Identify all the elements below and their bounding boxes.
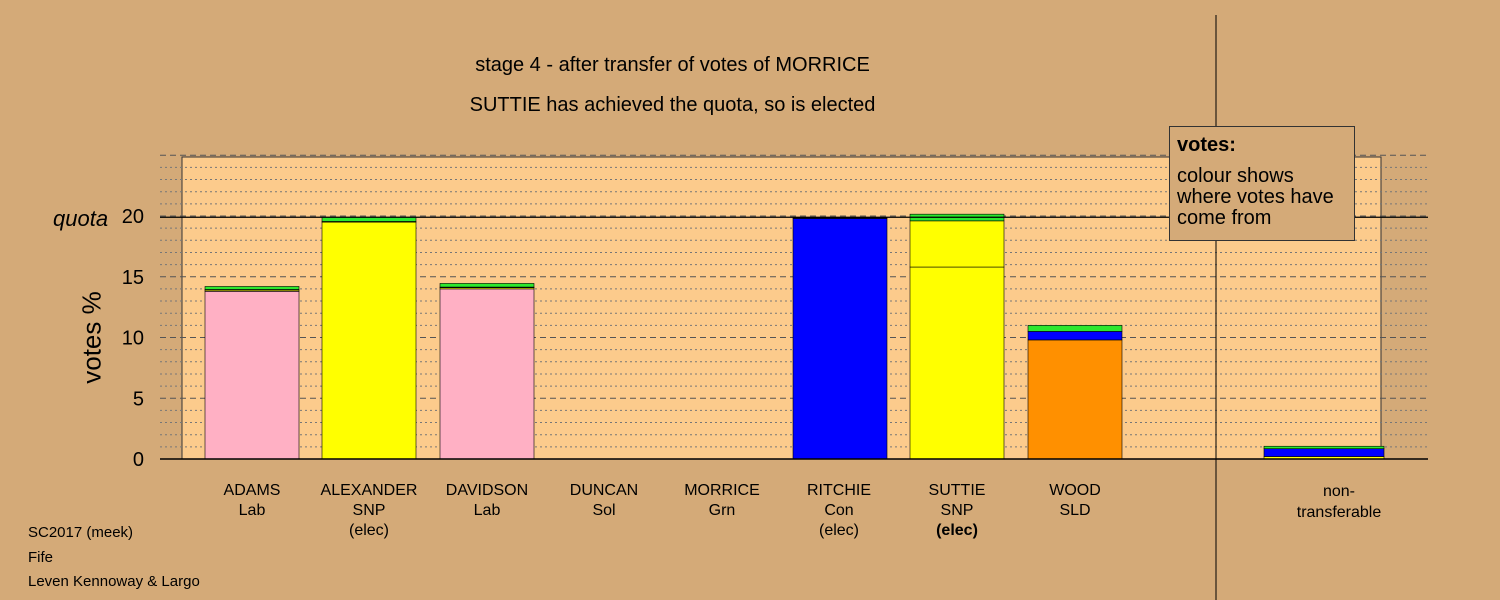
bar-segment xyxy=(321,216,417,222)
candidate-party: Lab xyxy=(238,502,266,519)
y-tick-labels: 0 5 10 15 20 xyxy=(122,206,144,471)
candidate-label-wood: WOOD SLD xyxy=(1015,481,1135,521)
candidate-name: ALEXANDER xyxy=(320,482,418,499)
candidate-party: Sol xyxy=(592,502,616,519)
candidate-party: Grn xyxy=(708,502,736,519)
candidate-label-non-transferable: non- transferable xyxy=(1264,481,1414,523)
bar-segment xyxy=(1263,448,1385,457)
candidate-status: (elec) xyxy=(818,522,859,539)
candidate-label-adams: ADAMS Lab xyxy=(192,481,312,521)
y-tick-label: 10 xyxy=(122,328,144,350)
candidate-name: RITCHIE xyxy=(807,482,871,499)
candidate-status: (elec) xyxy=(348,522,389,539)
candidate-party: SNP xyxy=(352,502,386,519)
footer-ward: Leven Kennoway & Largo xyxy=(28,573,200,590)
candidate-label-davidson: DAVIDSON Lab xyxy=(427,481,547,521)
bars xyxy=(204,213,1385,460)
candidate-party: SLD xyxy=(1059,502,1091,519)
bar-segment xyxy=(1263,445,1385,449)
candidate-party: SNP xyxy=(940,502,974,519)
candidate-name: MORRICE xyxy=(684,482,760,499)
bar-segment xyxy=(1027,325,1123,332)
candidate-name: DUNCAN xyxy=(569,482,639,499)
y-tick-label: 20 xyxy=(122,206,144,228)
bar-segment xyxy=(1027,339,1123,460)
candidate-party: transferable xyxy=(1296,504,1382,521)
candidate-name: SUTTIE xyxy=(928,482,986,499)
legend: votes: colour shows where votes have com… xyxy=(1169,126,1355,241)
bar-segment xyxy=(204,286,300,290)
footer-election: SC2017 (meek) xyxy=(28,524,134,541)
bar-segment xyxy=(439,288,535,460)
footer-council: Fife xyxy=(28,549,54,566)
bar-segment xyxy=(792,217,888,219)
legend-heading: votes: xyxy=(1177,134,1236,156)
candidate-name: ADAMS xyxy=(223,482,281,499)
candidate-status: (elec) xyxy=(936,522,978,539)
y-axis-label: votes % xyxy=(76,291,107,384)
bar-segment xyxy=(1027,331,1123,341)
bar-segment xyxy=(909,220,1005,268)
chart-title: stage 4 - after transfer of votes of MOR… xyxy=(475,54,870,76)
candidate-label-ritchie: RITCHIE Con (elec) xyxy=(779,481,899,541)
candidate-name: non- xyxy=(1322,483,1356,500)
bar-segment xyxy=(321,221,417,460)
candidate-label-duncan: DUNCAN Sol xyxy=(544,481,664,521)
y-tick-label: 15 xyxy=(122,267,144,289)
candidate-label-morrice: MORRICE Grn xyxy=(662,481,782,521)
candidate-name: WOOD xyxy=(1049,482,1101,499)
candidate-party: Con xyxy=(824,502,854,519)
legend-text: colour shows where votes have come from xyxy=(1177,165,1334,229)
candidate-party: Lab xyxy=(473,502,501,519)
quota-label: quota xyxy=(53,206,109,231)
bar-segment xyxy=(204,291,300,460)
y-tick-label: 5 xyxy=(133,388,144,410)
bar-segment xyxy=(792,218,888,460)
candidate-label-alexander: ALEXANDER SNP (elec) xyxy=(309,481,429,541)
bar-segment xyxy=(909,266,1005,460)
y-tick-label: 0 xyxy=(133,449,144,471)
candidate-name: DAVIDSON xyxy=(445,482,529,499)
bar-segment xyxy=(439,283,535,288)
chart-subtitle: SUTTIE has achieved the quota, so is ele… xyxy=(469,94,876,116)
candidate-label-suttie: SUTTIE SNP (elec) xyxy=(897,481,1017,541)
